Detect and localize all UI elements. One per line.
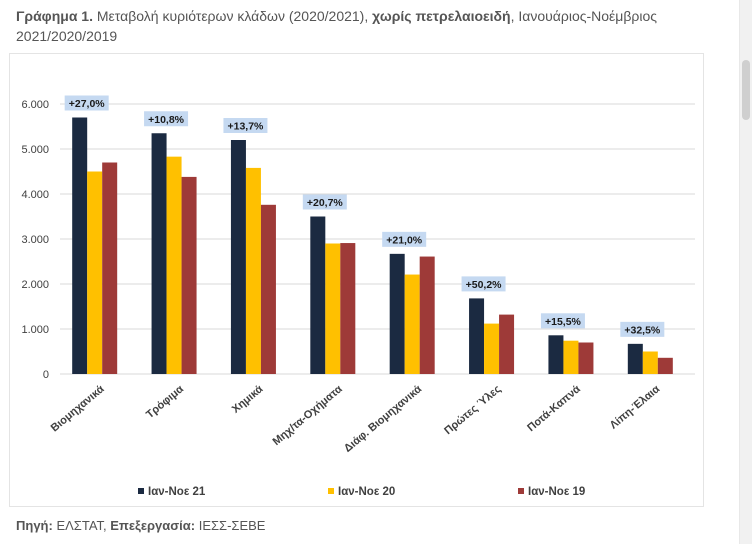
- bar-chart: 0 1.000 2.000 3.000 4.000 5.000 6.000 +27,0% Βιο…: [21, 95, 695, 498]
- title-part2: , Ιανουάριος-Νοέμβριος 2021/2020/2019: [16, 8, 658, 44]
- y-tick-label: 3.000: [21, 234, 49, 246]
- bar: [389, 253, 405, 374]
- processing-label: Επεξεργασία:: [110, 518, 196, 533]
- source-note: Πηγή: ΕΛΣΤΑΤ, Επεξεργασία: ΙΕΣΣ-ΣΕΒΕ: [16, 518, 265, 533]
- change-label-box: [540, 313, 585, 329]
- y-tick-label: 5.000: [21, 144, 49, 156]
- bar: [310, 216, 326, 374]
- change-label: +13,7%: [227, 121, 264, 133]
- bar: [499, 314, 515, 374]
- bar: [548, 335, 564, 374]
- change-label-box: [302, 194, 347, 210]
- title-prefix: Γράφημα 1.: [16, 8, 93, 24]
- bar: [469, 298, 485, 374]
- scrollbar-thumb[interactable]: [742, 60, 750, 120]
- bar: [657, 357, 673, 374]
- change-label-box: [223, 118, 268, 133]
- bar: [404, 274, 420, 374]
- change-label: +15,5%: [545, 316, 582, 328]
- change-label-box: [461, 276, 506, 292]
- bar: [627, 343, 643, 374]
- change-label-box: [144, 111, 189, 127]
- change-label: +21,0%: [386, 234, 423, 246]
- bar: [166, 156, 182, 374]
- x-tick-label: Μηχ/τα-Οχήματα: [271, 383, 345, 448]
- y-tick-label: 0: [43, 369, 49, 381]
- bar: [102, 162, 118, 374]
- legend-swatch: [138, 488, 144, 494]
- bar: [72, 117, 88, 374]
- y-tick-label: 6.000: [21, 99, 49, 111]
- x-tick-label: Χημικά: [230, 383, 266, 416]
- bar: [260, 204, 276, 374]
- change-label: +10,8%: [148, 114, 185, 126]
- bar: [151, 133, 167, 374]
- x-tick-label: Πρώτες Ύλες: [442, 383, 503, 437]
- change-label-box: [64, 95, 109, 111]
- title-bold: χωρίς πετρελαιοειδή: [372, 8, 511, 24]
- bar: [578, 342, 594, 374]
- x-tick-label: Βιομηχανικά: [49, 383, 107, 434]
- title-part1: Μεταβολή κυριότερων κλάδων (2020/2021),: [93, 8, 373, 24]
- x-tick-label: Τρόφιμα: [144, 383, 186, 421]
- page-scrollbar[interactable]: [739, 0, 752, 544]
- x-tick-label: Ποτά-Καπνά: [525, 383, 583, 434]
- chart-title: Γράφημα 1. Μεταβολή κυριότερων κλάδων (2…: [16, 6, 716, 46]
- legend-swatch: [518, 488, 524, 494]
- legend-label: Ιαν-Νοε 21: [148, 486, 206, 498]
- source-label: Πηγή:: [16, 518, 53, 533]
- bar: [245, 167, 261, 374]
- legend-label: Ιαν-Νοε 19: [528, 486, 585, 498]
- bar: [563, 340, 579, 374]
- change-label: +27,0%: [69, 98, 106, 110]
- legend-label: Ιαν-Νοε 20: [338, 486, 395, 498]
- bar: [181, 176, 197, 374]
- processing-value: ΙΕΣΣ-ΣΕΒΕ: [195, 518, 266, 533]
- legend-swatch: [328, 488, 334, 494]
- bar: [340, 243, 356, 374]
- x-tick-label: Λίπη-Έλαια: [608, 383, 663, 432]
- change-label-box: [382, 231, 427, 247]
- bar: [230, 140, 246, 374]
- bar: [484, 323, 500, 374]
- bar: [325, 243, 341, 374]
- source-value: ΕΛΣΤΑΤ,: [52, 518, 111, 533]
- change-label: +50,2%: [466, 279, 503, 291]
- bar: [642, 351, 658, 374]
- y-tick-label: 1.000: [21, 324, 49, 336]
- change-label: +32,5%: [624, 324, 661, 336]
- x-tick-label: Διάφ. Βιομηχανικά: [342, 383, 424, 455]
- chart-frame: 0 1.000 2.000 3.000 4.000 5.000 6.000 +27,0% Βιο…: [9, 53, 704, 507]
- change-label-box: [620, 321, 665, 337]
- change-label: +20,7%: [307, 197, 344, 209]
- bar: [87, 171, 103, 374]
- y-tick-label: 2.000: [21, 279, 49, 291]
- bar: [419, 256, 435, 374]
- y-tick-label: 4.000: [21, 189, 49, 201]
